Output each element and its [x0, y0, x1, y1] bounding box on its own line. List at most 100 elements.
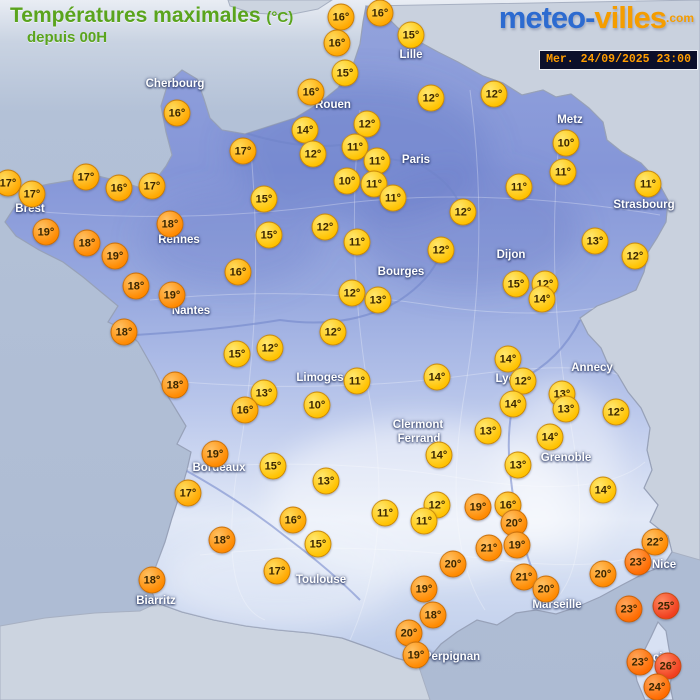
city-label[interactable]: Ferrand — [397, 433, 441, 445]
temp-bubble[interactable]: 18° — [419, 601, 447, 629]
temp-bubble[interactable]: 14° — [528, 285, 556, 313]
temp-bubble[interactable]: 11° — [371, 499, 399, 527]
temp-bubble[interactable]: 17° — [0, 169, 22, 197]
temp-bubble[interactable]: 16° — [231, 396, 259, 424]
temp-bubble[interactable]: 14° — [423, 363, 451, 391]
temp-bubble[interactable]: 12° — [621, 242, 649, 270]
temp-bubble[interactable]: 14° — [536, 423, 564, 451]
city-label[interactable]: Paris — [401, 154, 431, 166]
temp-bubble[interactable]: 16° — [224, 258, 252, 286]
temp-bubble[interactable]: 19° — [503, 531, 531, 559]
temp-bubble[interactable]: 10° — [303, 391, 331, 419]
city-label[interactable]: Clermont — [392, 419, 444, 431]
city-label[interactable]: Limoges — [296, 372, 344, 384]
temp-bubble[interactable]: 16° — [366, 0, 394, 27]
temp-bubble[interactable]: 10° — [552, 129, 580, 157]
temp-bubble[interactable]: 15° — [502, 270, 530, 298]
temp-bubble[interactable]: 12° — [509, 367, 537, 395]
temp-bubble[interactable]: 11° — [379, 184, 407, 212]
city-label[interactable]: Annecy — [571, 362, 613, 374]
temp-bubble[interactable]: 18° — [73, 229, 101, 257]
temp-bubble[interactable]: 18° — [110, 318, 138, 346]
temp-bubble[interactable]: 20° — [589, 560, 617, 588]
temp-bubble[interactable]: 17° — [18, 180, 46, 208]
temp-bubble[interactable]: 17° — [263, 557, 291, 585]
temp-bubble[interactable]: 25° — [652, 592, 680, 620]
city-label[interactable]: Bordeaux — [192, 462, 246, 474]
city-label[interactable]: Nantes — [171, 305, 211, 317]
temp-bubble[interactable]: 15° — [331, 59, 359, 87]
temp-bubble[interactable]: 13° — [581, 227, 609, 255]
city-label[interactable]: Toulouse — [295, 574, 347, 586]
temp-bubble[interactable]: 18° — [122, 272, 150, 300]
temp-bubble[interactable]: 13° — [552, 395, 580, 423]
temp-bubble[interactable]: 23° — [615, 595, 643, 623]
temp-bubble[interactable]: 20° — [439, 550, 467, 578]
city-label[interactable]: Grenoble — [540, 452, 592, 464]
temp-bubble[interactable]: 15° — [397, 21, 425, 49]
temp-bubble[interactable]: 21° — [475, 534, 503, 562]
temp-bubble[interactable]: 15° — [259, 452, 287, 480]
temp-bubble[interactable]: 11° — [505, 173, 533, 201]
temp-bubble[interactable]: 18° — [161, 371, 189, 399]
temp-bubble[interactable]: 23° — [626, 648, 654, 676]
temp-bubble[interactable]: 12° — [417, 84, 445, 112]
temp-bubble[interactable]: 17° — [229, 137, 257, 165]
temp-bubble[interactable]: 18° — [208, 526, 236, 554]
temp-bubble[interactable]: 17° — [72, 163, 100, 191]
temp-bubble[interactable]: 12° — [427, 236, 455, 264]
temp-bubble[interactable]: 15° — [255, 221, 283, 249]
city-label[interactable]: Nice — [651, 559, 677, 571]
temp-bubble[interactable]: 16° — [163, 99, 191, 127]
temp-bubble[interactable]: 11° — [343, 228, 371, 256]
temp-bubble[interactable]: 24° — [643, 673, 671, 700]
temp-bubble[interactable]: 12° — [319, 318, 347, 346]
temp-bubble[interactable]: 19° — [101, 242, 129, 270]
city-label[interactable]: Metz — [557, 114, 583, 126]
temp-bubble[interactable]: 12° — [311, 213, 339, 241]
temp-bubble[interactable]: 15° — [304, 530, 332, 558]
temp-bubble[interactable]: 19° — [402, 641, 430, 669]
temp-bubble[interactable]: 16° — [327, 3, 355, 31]
temp-bubble[interactable]: 11° — [549, 158, 577, 186]
city-label[interactable]: Dijon — [496, 249, 526, 261]
temp-bubble[interactable]: 12° — [480, 80, 508, 108]
temp-bubble[interactable]: 15° — [250, 185, 278, 213]
temp-bubble[interactable]: 13° — [364, 286, 392, 314]
temp-bubble[interactable]: 18° — [156, 210, 184, 238]
temp-bubble[interactable]: 14° — [494, 345, 522, 373]
temp-bubble[interactable]: 16° — [297, 78, 325, 106]
temp-bubble[interactable]: 12° — [449, 198, 477, 226]
temp-bubble[interactable]: 17° — [138, 172, 166, 200]
temp-bubble[interactable]: 11° — [343, 367, 371, 395]
temp-bubble[interactable]: 19° — [410, 575, 438, 603]
temp-bubble[interactable]: 23° — [624, 548, 652, 576]
temp-bubble[interactable]: 13° — [312, 467, 340, 495]
temp-bubble[interactable]: 11° — [634, 170, 662, 198]
site-logo[interactable]: meteo-villes.com — [499, 0, 694, 36]
temp-bubble[interactable]: 12° — [338, 279, 366, 307]
temp-bubble[interactable]: 19° — [32, 218, 60, 246]
city-label[interactable]: Strasbourg — [613, 199, 675, 211]
city-label[interactable]: Cherbourg — [145, 78, 205, 90]
city-label[interactable]: Biarritz — [136, 595, 176, 607]
temp-bubble[interactable]: 12° — [353, 110, 381, 138]
temp-bubble[interactable]: 12° — [602, 398, 630, 426]
temp-bubble[interactable]: 15° — [223, 340, 251, 368]
temp-bubble[interactable]: 11° — [410, 507, 438, 535]
temp-bubble[interactable]: 12° — [256, 334, 284, 362]
temp-bubble[interactable]: 18° — [138, 566, 166, 594]
temp-bubble[interactable]: 17° — [174, 479, 202, 507]
temp-bubble[interactable]: 19° — [158, 281, 186, 309]
temp-bubble[interactable]: 12° — [299, 140, 327, 168]
temp-bubble[interactable]: 13° — [504, 451, 532, 479]
temp-bubble[interactable]: 10° — [333, 167, 361, 195]
temp-bubble[interactable]: 14° — [499, 390, 527, 418]
city-label[interactable]: Lille — [399, 49, 423, 61]
city-label[interactable]: Bourges — [377, 266, 425, 278]
temp-bubble[interactable]: 14° — [425, 441, 453, 469]
temp-bubble[interactable]: 16° — [279, 506, 307, 534]
temp-bubble[interactable]: 13° — [474, 417, 502, 445]
temp-bubble[interactable]: 19° — [464, 493, 492, 521]
temp-bubble[interactable]: 14° — [589, 476, 617, 504]
